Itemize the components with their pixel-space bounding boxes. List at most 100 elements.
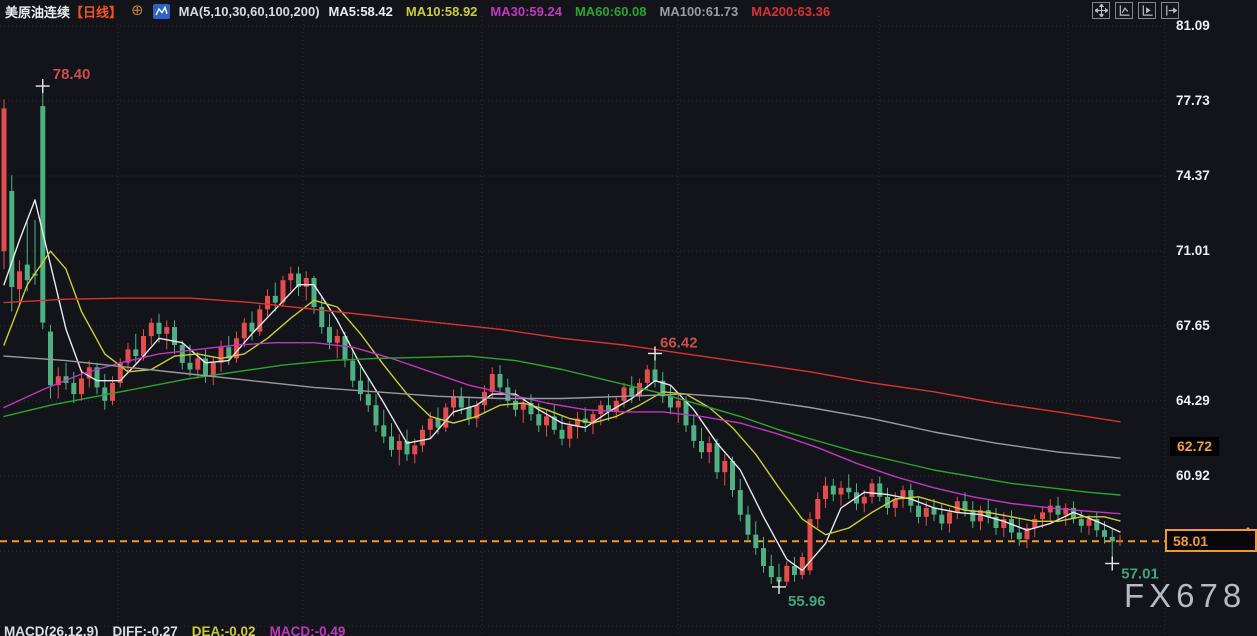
candle [489, 374, 495, 392]
candle [621, 387, 627, 401]
candle [985, 510, 991, 517]
candle [1040, 512, 1045, 520]
candle [660, 380, 666, 397]
candle [869, 483, 875, 497]
candle [327, 327, 332, 343]
candle [203, 358, 208, 377]
candle [668, 396, 673, 408]
ma-legend-value[interactable]: MA10:58.92 [405, 3, 478, 19]
candle [1055, 505, 1061, 515]
candle [241, 322, 247, 339]
period-label[interactable]: 【日线】 [70, 4, 123, 20]
candle [40, 106, 46, 323]
candle [807, 519, 813, 571]
candle [257, 309, 263, 332]
candle [420, 429, 425, 446]
candle [24, 264, 30, 281]
candle [79, 378, 84, 395]
candle [187, 362, 193, 370]
candle [675, 400, 681, 408]
ma-legend-value[interactable]: MA60:60.08 [574, 3, 647, 19]
candle [722, 461, 728, 473]
jump-to-latest-icon[interactable] [1161, 2, 1179, 19]
candle [1117, 541, 1123, 543]
candle [249, 322, 255, 332]
candle [319, 307, 325, 328]
candle [1001, 519, 1007, 528]
candle [575, 418, 580, 426]
ma-group-label[interactable]: MA(5,10,30,60,100,200) [178, 3, 320, 19]
candle [823, 485, 828, 499]
macd-name[interactable]: MACD(26,12,9) [4, 624, 99, 636]
candle [699, 441, 704, 453]
candle [637, 382, 642, 397]
y-axis-label: 64.29 [1176, 393, 1210, 408]
candle [1078, 519, 1084, 526]
zigzag-chart-icon [154, 5, 168, 15]
scale-chart-icon[interactable] [1115, 2, 1133, 19]
ma-values: MA5:58.42 MA10:58.92 MA30:59.24 MA60:60.08 M… [329, 4, 831, 19]
candle [412, 445, 418, 455]
candle [644, 369, 650, 383]
ma-legend-value[interactable]: MA200:63.36 [751, 3, 831, 19]
candle [55, 376, 61, 386]
candle [48, 331, 53, 386]
candle [396, 441, 402, 450]
price-annotation: 55.96 [788, 593, 826, 610]
ma-legend-value[interactable]: MA5:58.42 [328, 3, 393, 19]
candle [761, 548, 766, 566]
candle [458, 396, 464, 408]
candle [1024, 528, 1030, 540]
candle [210, 362, 216, 377]
price-annotation: 78.40 [53, 66, 91, 83]
candle [311, 278, 317, 307]
candle [125, 349, 131, 363]
candle [815, 499, 821, 520]
candle [629, 387, 635, 397]
candle [792, 566, 797, 575]
candle [590, 414, 596, 424]
y-axis-label: 77.73 [1176, 93, 1210, 108]
candle [272, 295, 278, 303]
candle [691, 425, 697, 441]
candle [838, 487, 844, 495]
candle [334, 336, 340, 343]
candle [714, 443, 720, 473]
y-axis-label: 81.09 [1176, 18, 1210, 33]
ma-legend-value[interactable]: MA100:61.73 [659, 3, 739, 19]
candle [520, 403, 526, 410]
candle [497, 374, 503, 388]
price-axis[interactable]: 62.72 58.01 81.09 77.73 74.37 71.01 67.65 64.… [1165, 0, 1257, 636]
candle [1063, 507, 1069, 515]
candle [1032, 519, 1038, 528]
candle [381, 425, 387, 437]
candle [1016, 532, 1022, 540]
indicator-badge-icon[interactable] [152, 3, 170, 19]
candle [172, 327, 177, 345]
watermark: FX678 [1124, 577, 1247, 614]
ma-legend-value[interactable]: MA30:59.24 [490, 3, 562, 19]
ma30-line [3, 342, 1121, 515]
candle [1102, 530, 1107, 537]
candle [110, 382, 115, 401]
play-chart-icon[interactable] [1138, 2, 1156, 19]
symbol-name[interactable]: 美原油连续 [5, 4, 71, 20]
candle [877, 483, 883, 497]
candle [923, 507, 929, 517]
ma10-line [3, 250, 1121, 536]
candle [86, 367, 92, 379]
candle [730, 461, 735, 490]
candle [776, 577, 782, 582]
candle [544, 416, 549, 426]
candle [613, 400, 619, 412]
add-indicator-icon[interactable]: ⊕ [131, 2, 144, 19]
pan-icon[interactable] [1092, 2, 1110, 19]
candle [993, 516, 999, 528]
candle [373, 405, 379, 426]
candle [234, 338, 239, 359]
candle [226, 347, 232, 359]
candles-group [1, 86, 1123, 587]
candle [652, 369, 658, 381]
candle [978, 510, 983, 522]
